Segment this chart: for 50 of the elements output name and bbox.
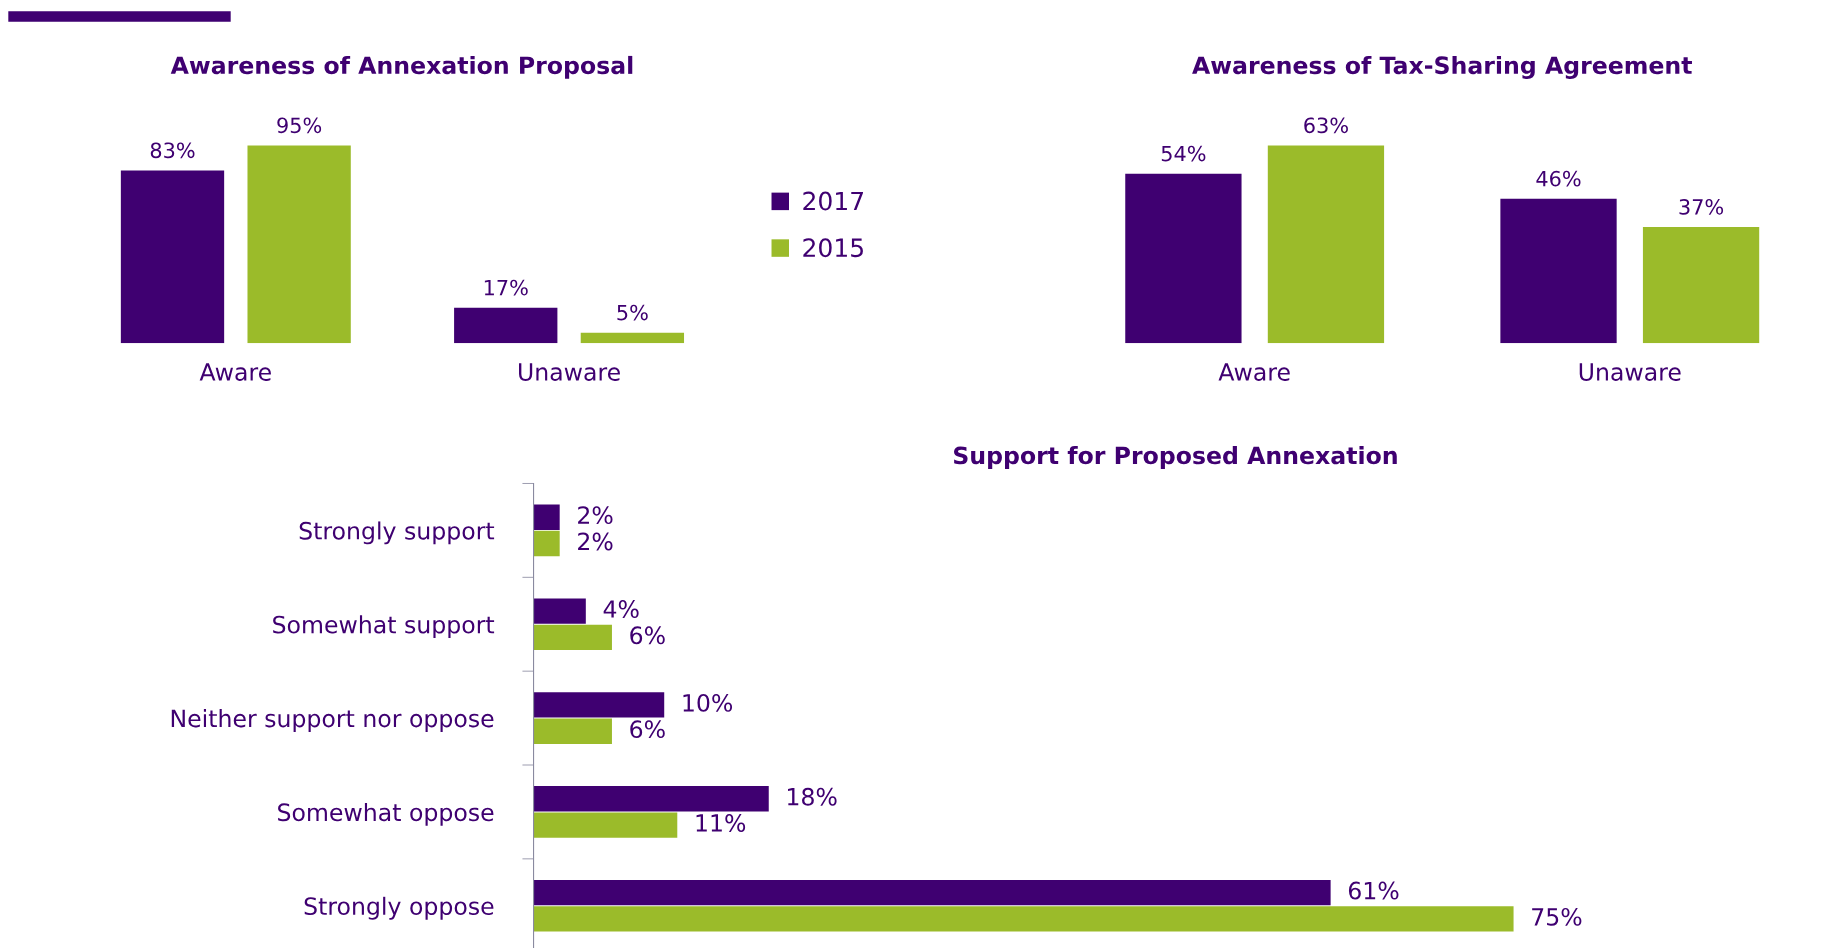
chart-title: Support for Proposed Annexation [954,446,1397,469]
data-label: 75% [1532,907,1582,926]
x-tick-label: Unaware [1579,363,1681,381]
x-tick-label: Aware [1218,363,1290,381]
data-label: 11% [696,814,746,832]
data-label: 4% [603,600,639,618]
bar [580,332,685,344]
data-label: 2% [578,506,613,525]
bar [1642,227,1760,344]
x-tick-label: Unaware [519,363,620,381]
bar [533,812,678,838]
chart-title: Awareness of Annexation Proposal [170,55,633,79]
bar [533,786,769,812]
data-label: 5% [617,304,648,321]
data-label: 46% [1536,170,1581,187]
chart-title: Awareness of Tax-Sharing Agreement [1192,55,1692,79]
data-label: 18% [788,787,837,806]
data-label: 61% [1348,881,1399,900]
bar [533,530,560,557]
y-tick-label: Strongly support [299,521,495,545]
data-label: 6% [630,626,665,645]
data-label: 95% [277,117,322,134]
data-label: 10% [683,693,733,712]
bar [533,718,612,744]
bar [533,624,612,651]
data-label: 83% [150,142,195,159]
y-tick-label: Neither support nor oppose [171,709,494,732]
bar [533,879,1331,906]
y-tick-label: Somewhat support [273,615,495,639]
data-label: 6% [630,720,665,739]
bar [454,307,558,344]
bar [533,504,560,530]
legend-label: 2015 [803,238,863,258]
x-tick-label: Aware [199,363,271,381]
bar [120,170,225,344]
data-label: 63% [1304,117,1348,134]
bar [1125,173,1242,344]
data-label: 54% [1161,145,1206,162]
bar [1267,145,1385,344]
data-label: 17% [484,279,528,296]
bar [533,906,1514,932]
data-label: 2% [578,532,613,551]
legend-label: 2017 [803,191,863,211]
y-tick-label: Somewhat oppose [278,802,494,826]
bar [1500,198,1617,344]
data-label: 37% [1679,198,1724,215]
y-tick-label: Strongly oppose [304,896,494,920]
bar [247,145,351,344]
bar [533,598,586,624]
bar [533,692,665,718]
